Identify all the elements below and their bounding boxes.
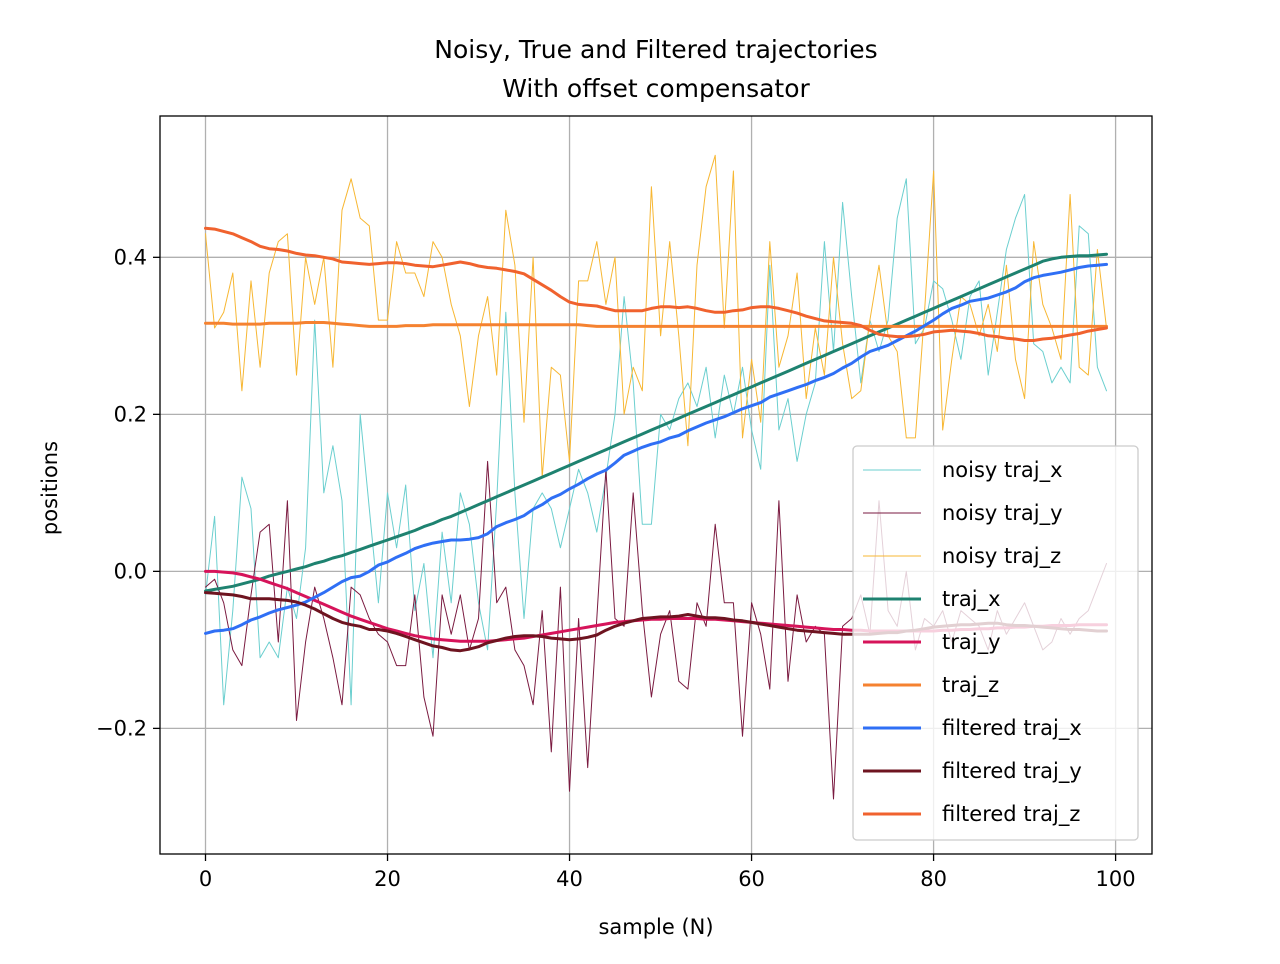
x-tick-label: 40 bbox=[556, 867, 583, 891]
x-tick-label: 100 bbox=[1096, 867, 1136, 891]
x-tick-label: 20 bbox=[374, 867, 401, 891]
y-axis-label: positions bbox=[38, 441, 62, 535]
legend-label-traj-x: traj_x bbox=[942, 587, 1001, 612]
series-line-traj-x bbox=[204, 252, 1108, 593]
legend-label-noisy-traj-x: noisy traj_x bbox=[942, 458, 1063, 483]
tick-layer: 0 20 40 60 80 100 −0.2 0.0 0.2 0.4 bbox=[96, 245, 1136, 891]
legend-box bbox=[852, 445, 1139, 841]
plot-frame bbox=[159, 115, 1153, 855]
y-tick-label: −0.2 bbox=[96, 716, 147, 740]
x-tick-label: 80 bbox=[920, 867, 947, 891]
chart-title: Noisy, True and Filtered trajectories bbox=[434, 35, 877, 64]
legend-label-noisy-traj-z: noisy traj_z bbox=[942, 544, 1061, 569]
series-line-filtered-traj-z bbox=[204, 226, 1108, 342]
x-tick-label: 60 bbox=[738, 867, 765, 891]
series-layer bbox=[204, 154, 1108, 800]
legend-label-filtered-traj-x: filtered traj_x bbox=[942, 716, 1082, 741]
x-axis-label: sample (N) bbox=[598, 915, 713, 939]
y-tick-label: 0.2 bbox=[114, 402, 147, 426]
x-tick-label: 0 bbox=[199, 867, 212, 891]
legend-label-noisy-traj-y: noisy traj_y bbox=[942, 501, 1063, 526]
legend-label-traj-z: traj_z bbox=[942, 673, 999, 698]
legend-label-traj-y: traj_y bbox=[942, 630, 1001, 655]
y-tick-label: 0.0 bbox=[114, 559, 147, 583]
legend-label-filtered-traj-z: filtered traj_z bbox=[942, 802, 1080, 827]
chart-subtitle: With offset compensator bbox=[502, 74, 810, 103]
series-line-noisy-traj-x bbox=[205, 178, 1107, 706]
series-line-filtered-traj-x bbox=[204, 262, 1108, 635]
series-line-traj-z bbox=[204, 321, 1108, 328]
series-line-noisy-traj-z bbox=[205, 154, 1107, 478]
legend-label-filtered-traj-y: filtered traj_y bbox=[942, 759, 1082, 784]
y-tick-label: 0.4 bbox=[114, 245, 147, 269]
